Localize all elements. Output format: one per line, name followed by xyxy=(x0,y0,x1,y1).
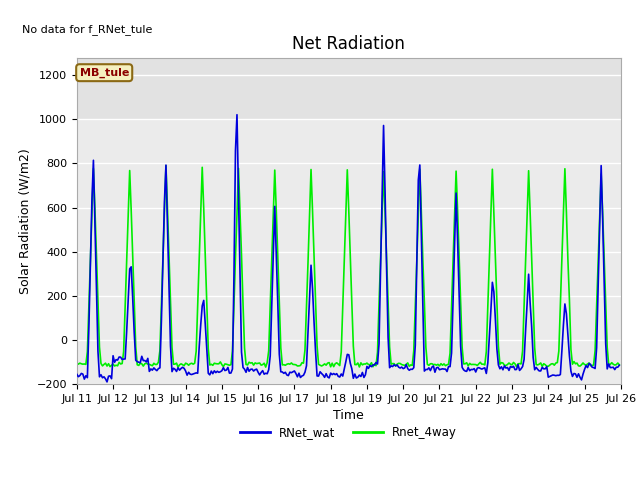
Text: MB_tule: MB_tule xyxy=(79,68,129,78)
X-axis label: Time: Time xyxy=(333,409,364,422)
Y-axis label: Solar Radiation (W/m2): Solar Radiation (W/m2) xyxy=(18,148,31,294)
RNet_wat xyxy=(256,372,264,378)
Rnet_4way xyxy=(256,360,264,366)
RNet_wat xyxy=(588,364,596,370)
Rnet_4way xyxy=(174,364,182,370)
Legend: RNet_wat, Rnet_4way: RNet_wat, Rnet_4way xyxy=(236,421,462,444)
Text: No data for f_RNet_tule: No data for f_RNet_tule xyxy=(22,24,153,35)
Rnet_4way xyxy=(140,363,147,369)
RNet_wat xyxy=(313,373,321,379)
RNet_wat xyxy=(103,379,111,385)
Line: Rnet_4way: Rnet_4way xyxy=(77,166,620,367)
RNet_wat xyxy=(265,367,273,372)
RNet_wat xyxy=(141,358,148,363)
Line: RNet_wat: RNet_wat xyxy=(77,115,620,382)
Bar xyxy=(77,58,621,120)
Rnet_4way xyxy=(616,362,623,368)
Title: Net Radiation: Net Radiation xyxy=(292,35,405,53)
Rnet_4way xyxy=(73,360,81,366)
Rnet_4way xyxy=(237,252,245,258)
Rnet_4way xyxy=(162,163,170,168)
Rnet_4way xyxy=(313,343,321,349)
RNet_wat xyxy=(233,112,241,118)
Rnet_4way xyxy=(588,362,596,368)
RNet_wat xyxy=(73,372,81,377)
Rnet_4way xyxy=(265,348,273,354)
RNet_wat xyxy=(616,362,623,368)
RNet_wat xyxy=(237,349,245,355)
